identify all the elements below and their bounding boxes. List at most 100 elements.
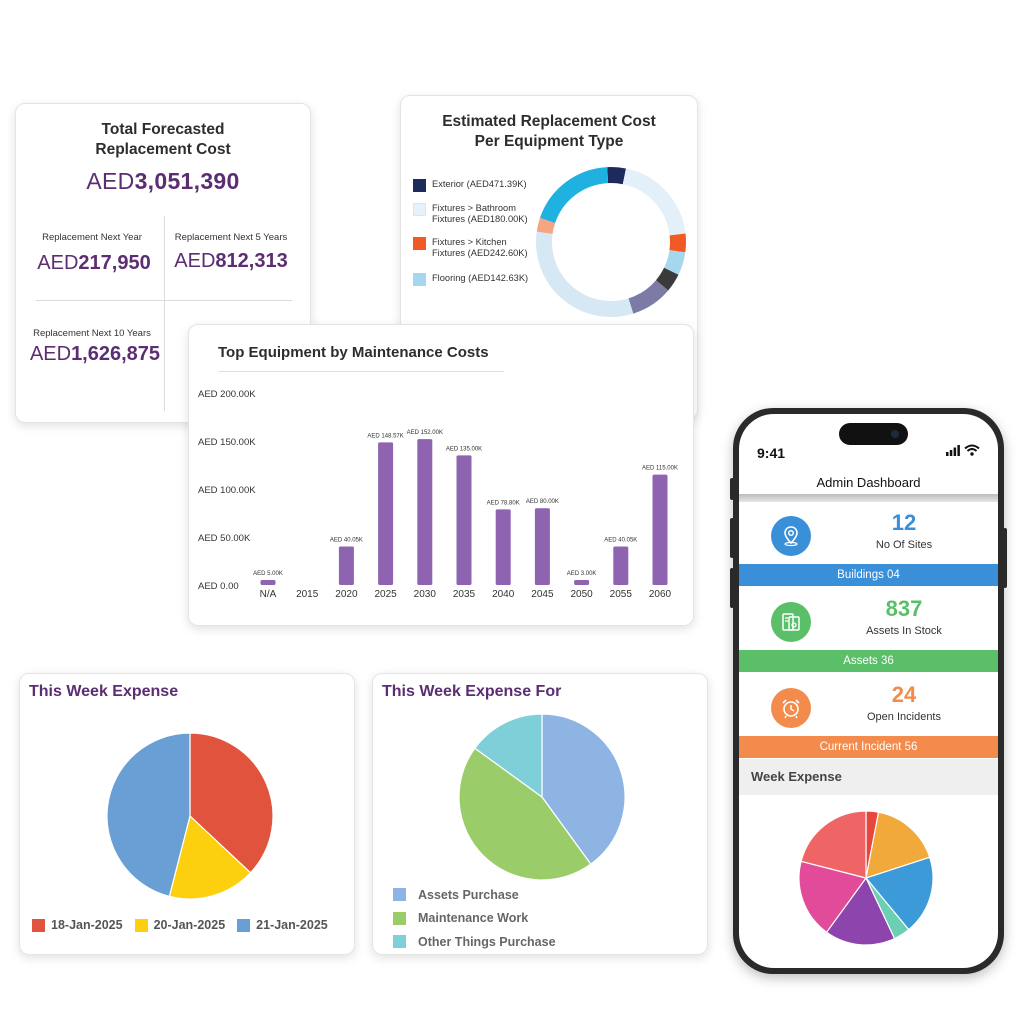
pie-slice (864, 856, 934, 931)
bar-value-label: AED 78.80K (487, 500, 520, 506)
legend-item: 20-Jan-2025 (134, 918, 225, 932)
legend-swatch (393, 911, 406, 925)
week-expense-label: Week Expense (751, 769, 842, 784)
maintenance-cost-title: Top Equipment by Maintenance Costs (218, 344, 489, 361)
week-expense-for-card: This Week Expense For Assets Purchase Ma… (372, 673, 708, 955)
phone-mockup: 9:41 Admin Dashboard 12 No Of Sites Buil… (730, 408, 1007, 974)
bar-value-label: AED 80.00K (526, 499, 559, 505)
y-tick-label: AED 50.00K (198, 533, 251, 544)
alarm-clock-icon (771, 688, 811, 728)
legend-item: Maintenance Work (393, 907, 556, 931)
bar (574, 580, 590, 585)
stock-stat[interactable]: 837 Assets In Stock (739, 596, 998, 648)
signal-icon (946, 444, 960, 456)
total-forecast-card: Total Forecasted Replacement Cost AED3,0… (15, 103, 311, 423)
x-tick-label: 2055 (610, 589, 633, 600)
bar (652, 474, 668, 585)
bar (260, 580, 276, 585)
x-tick-label: 2050 (570, 589, 593, 600)
bar (456, 455, 472, 585)
donut-segment (669, 233, 686, 253)
equipment-type-cost-title: Estimated Replacement Cost Per Equipment… (442, 113, 656, 150)
week-expense-card: This Week Expense 18-Jan-2025 20-Jan-202… (19, 673, 355, 955)
stock-count: 837 (885, 596, 923, 621)
legend-swatch (393, 935, 406, 949)
assets-strip[interactable]: Assets 36 (739, 650, 998, 672)
x-tick-label: 2025 (374, 589, 397, 600)
legend-item-exterior: Exterior (AED471.39K) (413, 179, 527, 192)
divider-vertical (164, 216, 165, 411)
pie-slice (865, 811, 931, 879)
incidents-label: Open Incidents (867, 711, 941, 723)
donut-segment (628, 279, 669, 314)
y-tick-label: AED 100.00K (198, 485, 256, 496)
buildings-strip[interactable]: Buildings 04 (739, 564, 998, 586)
legend-swatch (413, 273, 426, 286)
legend-item: Assets Purchase (393, 883, 556, 907)
week-expense-legend: 18-Jan-2025 20-Jan-2025 21-Jan-2025 (32, 918, 328, 932)
pie-slice (541, 713, 626, 865)
legend-item: Other Things Purchase (393, 930, 556, 954)
bar-value-label: AED 148.57K (367, 433, 403, 439)
next-10-years-value: AED1,626,875 (29, 343, 161, 365)
legend-label: Exterior (AED471.39K) (432, 179, 527, 189)
legend-swatch (32, 918, 45, 932)
week-expense-header: Week Expense (739, 759, 998, 795)
maintenance-cost-card: Top Equipment by Maintenance Costs AED 0… (188, 324, 694, 626)
app-header-bar (739, 494, 998, 502)
legend-label: Fixtures > Bathroom Fixtures (AED180.00K) (432, 203, 528, 224)
week-expense-for-title: This Week Expense For (382, 683, 562, 700)
legend-swatch (413, 203, 426, 216)
pie-slice (798, 860, 868, 934)
y-tick-label: AED 0.00 (198, 581, 239, 592)
bar-value-label: AED 152.00K (407, 430, 443, 436)
next-5-years-value: AED812,313 (174, 250, 288, 272)
bar (378, 442, 394, 585)
bar-value-label: AED 40.05K (330, 538, 363, 544)
bar (613, 546, 629, 585)
wifi-icon (964, 444, 980, 456)
dynamic-island (839, 423, 908, 445)
maintenance-bar-chart: AED 0.00 AED 50.00K AED 100.00K AED 150.00K… (198, 389, 678, 600)
pie-slice (458, 747, 592, 881)
legend-label: Flooring (AED142.63K) (432, 273, 529, 283)
week-expense-pie-chart (106, 732, 274, 900)
donut-segment (607, 167, 626, 185)
x-tick-label: 2035 (453, 589, 476, 600)
total-forecast-value: AED3,051,390 (86, 168, 240, 194)
legend-swatch (134, 918, 148, 932)
bar-value-label: AED 115.00K (642, 466, 678, 472)
next-year-value: AED217,950 (37, 252, 151, 274)
y-tick-label: AED 150.00K (198, 437, 256, 448)
donut-segment (539, 167, 609, 224)
phone-button (730, 568, 734, 608)
bar (495, 509, 511, 585)
divider-horizontal (36, 300, 292, 301)
sites-stat[interactable]: 12 No Of Sites (739, 510, 998, 562)
week-expense-for-legend: Assets Purchase Maintenance Work Other T… (393, 883, 556, 954)
legend-item-flooring: Flooring (AED142.63K) (413, 273, 528, 286)
pie-slice (189, 732, 274, 874)
total-forecast-title: Total Forecasted Replacement Cost (95, 121, 231, 158)
bar (338, 546, 354, 585)
pie-slice (800, 810, 867, 879)
equipment-donut-chart (536, 167, 686, 317)
camera-icon (891, 430, 899, 438)
x-tick-label: 2015 (296, 589, 319, 600)
status-icons (946, 444, 980, 456)
phone-week-pie-chart (798, 810, 934, 946)
incidents-stat[interactable]: 24 Open Incidents (739, 682, 998, 734)
week-expense-for-pie-chart (458, 713, 626, 881)
legend-swatch (393, 888, 406, 902)
status-time: 9:41 (757, 445, 786, 461)
week-expense-title: This Week Expense (29, 683, 179, 700)
current-incident-strip[interactable]: Current Incident 56 (739, 736, 998, 758)
pie-slice (825, 876, 896, 946)
donut-segment (655, 267, 679, 291)
assets-icon (771, 602, 811, 642)
next-5-years-label: Replacement Next 5 Years (174, 232, 288, 243)
legend-item-kitchen-fixtures: Fixtures > Kitchen Fixtures (AED242.60K) (413, 237, 528, 259)
y-tick-label: AED 200.00K (198, 389, 256, 400)
legend-item: 21-Jan-2025 (237, 918, 328, 932)
bar (417, 439, 433, 585)
